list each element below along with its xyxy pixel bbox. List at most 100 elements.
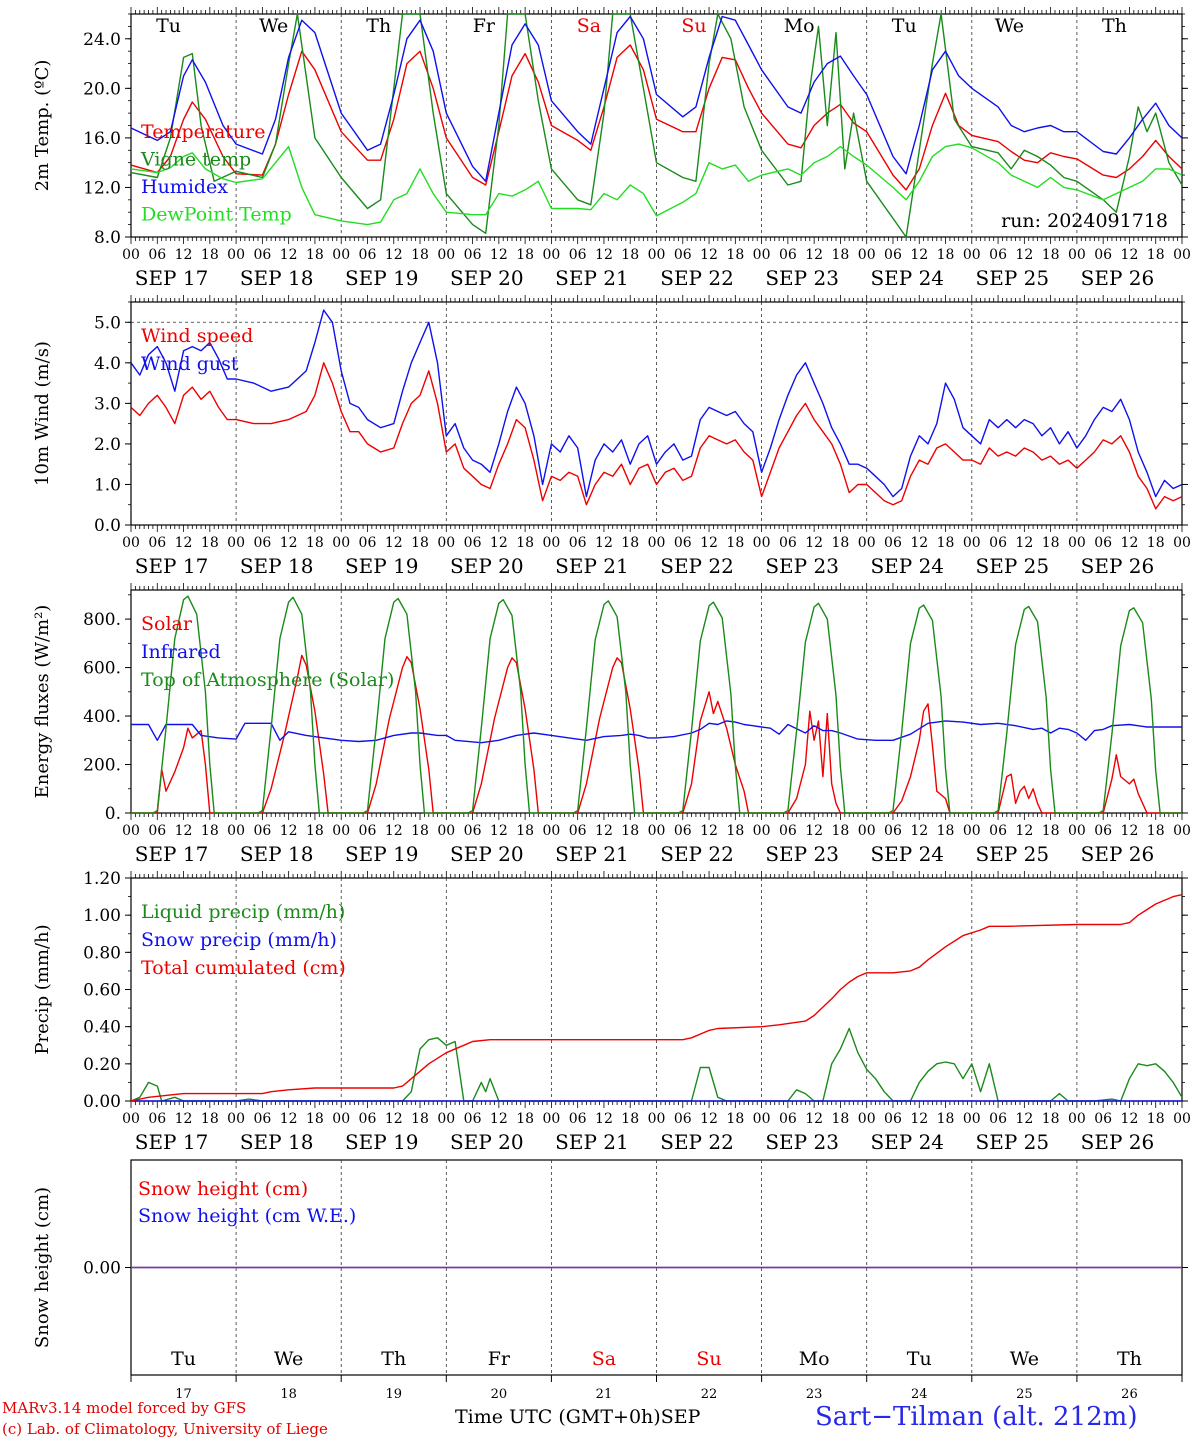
y-tick-label: 3.0 [94, 394, 121, 414]
hour-label: 18 [832, 1111, 850, 1127]
hour-label: 06 [253, 535, 271, 551]
day-number-label: 17 [175, 1387, 192, 1402]
legend-entry: Infrared [141, 641, 221, 663]
hour-label: 12 [385, 823, 403, 839]
date-label: SEP 25 [976, 1130, 1050, 1154]
y-tick-label: 24.0 [83, 30, 121, 50]
site-name: Sart−Tilman (alt. 212m) [815, 1402, 1138, 1432]
hour-label: 00 [542, 1111, 560, 1127]
date-label: SEP 26 [1081, 842, 1155, 866]
hour-label: 06 [464, 1111, 482, 1127]
date-label: SEP 20 [450, 266, 524, 290]
y-axis-label: Energy fluxes (W/m²) [32, 605, 53, 799]
date-label: SEP 23 [765, 842, 839, 866]
weekday-label: We [274, 1348, 303, 1370]
y-tick-label: 0.40 [83, 1018, 121, 1038]
series-line-1 [130, 44, 1183, 191]
y-tick-label: 1.20 [83, 869, 121, 889]
date-label: SEP 21 [555, 1130, 629, 1154]
hour-label: 18 [1147, 535, 1165, 551]
hour-label: 06 [674, 535, 692, 551]
weekday-label: Th [1102, 15, 1127, 37]
y-tick-label: 16.0 [83, 129, 121, 149]
weekday-label: We [995, 15, 1024, 37]
hour-label: 18 [1042, 823, 1060, 839]
hour-label: 12 [1015, 823, 1033, 839]
hour-label: 00 [332, 247, 350, 263]
hour-label: 06 [359, 1111, 377, 1127]
hour-label: 00 [332, 535, 350, 551]
hour-label: 00 [1173, 535, 1191, 551]
panel-3: 0. 200. 400. 600. 800. Energy fluxes (W/m²) So… [32, 583, 1191, 866]
hour-label: 00 [858, 823, 876, 839]
hour-label: 00 [858, 535, 876, 551]
hour-label: 06 [569, 535, 587, 551]
legend-entry: Humidex [141, 176, 228, 198]
y-tick-label: 0.80 [83, 943, 121, 963]
y-tick-label: 0.00 [83, 1092, 121, 1112]
hour-label: 00 [1173, 823, 1191, 839]
y-tick-label: 5.0 [94, 313, 121, 333]
series-line-3 [130, 894, 1183, 1102]
date-label: SEP 17 [135, 1130, 209, 1154]
hour-label: 00 [227, 535, 245, 551]
hour-label: 06 [989, 1111, 1007, 1127]
hour-label: 12 [1121, 535, 1139, 551]
hour-label: 06 [989, 823, 1007, 839]
hour-label: 12 [595, 247, 613, 263]
y-tick-label: 0.20 [83, 1055, 121, 1075]
hour-label: 00 [963, 1111, 981, 1127]
hour-label: 18 [306, 823, 324, 839]
legend-entry: Liquid precip (mm/h) [141, 901, 345, 923]
hour-label: 06 [1094, 247, 1112, 263]
hour-label: 00 [122, 247, 140, 263]
day-number-label: 19 [385, 1387, 402, 1402]
legend-entry: Snow height (cm) [138, 1178, 308, 1200]
series-line-4 [130, 143, 1183, 226]
hour-label: 06 [674, 1111, 692, 1127]
hour-label: 18 [937, 247, 955, 263]
series-line-2 [130, 13, 1183, 238]
hour-label: 12 [1015, 247, 1033, 263]
hour-label: 18 [937, 1111, 955, 1127]
date-label: SEP 24 [870, 842, 944, 866]
hour-label: 06 [253, 1111, 271, 1127]
y-tick-label: 600. [83, 659, 121, 679]
date-label: SEP 25 [976, 554, 1050, 578]
date-label: SEP 22 [660, 842, 734, 866]
weekday-label: Fr [488, 1348, 511, 1370]
y-tick-label: 0. [105, 804, 121, 824]
hour-label: 00 [963, 247, 981, 263]
hour-label: 00 [122, 823, 140, 839]
y-tick-label: 0.00 [83, 1259, 121, 1279]
date-label: SEP 22 [660, 1130, 734, 1154]
hour-label: 06 [148, 247, 166, 263]
hour-label: 00 [648, 1111, 666, 1127]
hour-label: 06 [674, 247, 692, 263]
hour-label: 18 [306, 247, 324, 263]
hour-label: 18 [726, 823, 744, 839]
date-label: SEP 18 [240, 266, 314, 290]
hour-label: 12 [805, 1111, 823, 1127]
date-label: SEP 23 [765, 1130, 839, 1154]
hour-label: 06 [464, 247, 482, 263]
hour-label: 12 [595, 535, 613, 551]
lab-credit: (c) Lab. of Climatology, University of L… [2, 1420, 328, 1438]
hour-label: 06 [674, 823, 692, 839]
hour-label: 06 [989, 247, 1007, 263]
day-number-label: 22 [701, 1387, 718, 1402]
hour-label: 18 [621, 535, 639, 551]
hour-label: 12 [910, 535, 928, 551]
hour-label: 06 [884, 823, 902, 839]
date-label: SEP 19 [345, 842, 419, 866]
hour-label: 18 [306, 1111, 324, 1127]
hour-label: 00 [122, 535, 140, 551]
hour-label: 00 [1068, 1111, 1086, 1127]
hour-label: 18 [516, 535, 534, 551]
hour-label: 00 [648, 535, 666, 551]
hour-label: 06 [779, 247, 797, 263]
hour-label: 00 [542, 247, 560, 263]
hour-label: 18 [411, 823, 429, 839]
series-line-1 [131, 654, 1182, 814]
